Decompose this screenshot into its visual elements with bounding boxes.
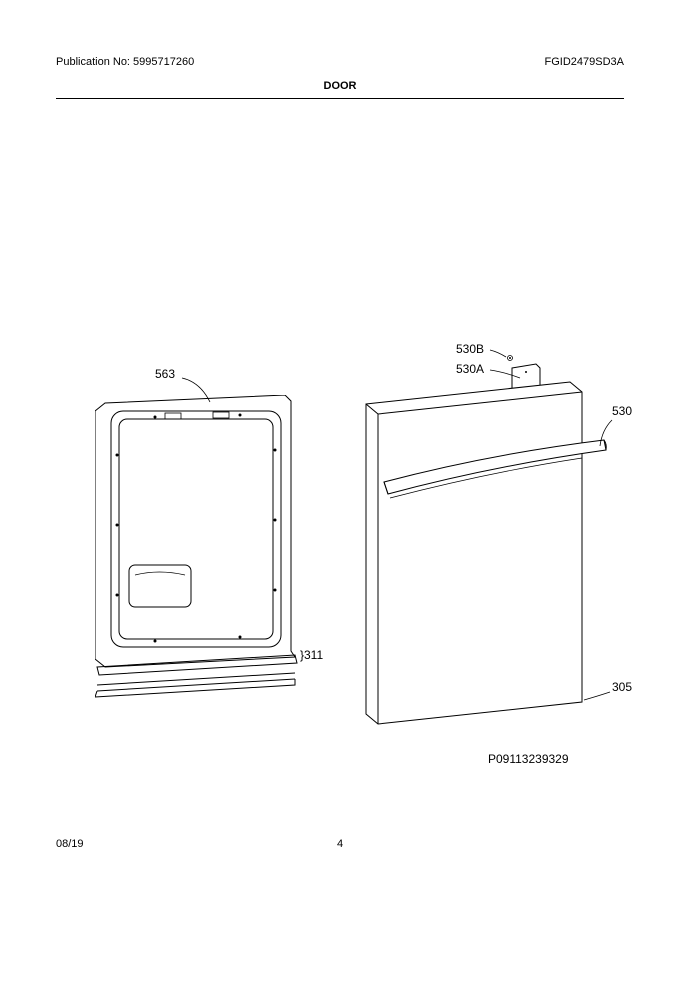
header-row: Publication No: 5995717260 FGID2479SD3A xyxy=(56,56,624,68)
diagram-area: 563 }311 530B 530A 530 305 P09113239329 xyxy=(0,120,680,820)
header-rule xyxy=(56,98,624,99)
drawing-code: P09113239329 xyxy=(488,752,569,766)
leader-305 xyxy=(0,120,680,1000)
footer-page-number: 4 xyxy=(0,838,680,850)
publication-number: Publication No: 5995717260 xyxy=(56,56,194,68)
model-number: FGID2479SD3A xyxy=(545,56,624,68)
diagram-title: DOOR xyxy=(0,80,680,92)
page: Publication No: 5995717260 FGID2479SD3A … xyxy=(0,0,680,880)
